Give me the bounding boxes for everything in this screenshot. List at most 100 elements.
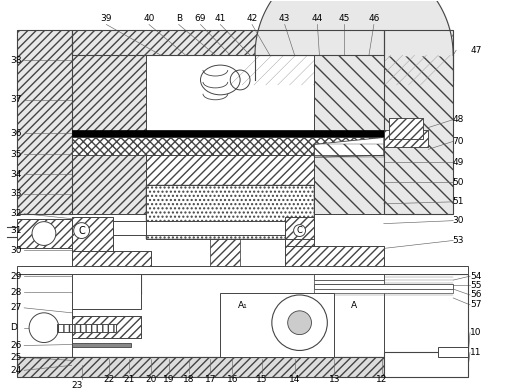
Bar	[57, 324, 116, 332]
Bar	[389, 118, 423, 140]
Text: 25: 25	[10, 353, 21, 362]
Text: 33: 33	[10, 189, 22, 198]
Bar	[72, 343, 131, 348]
Text: 35: 35	[10, 150, 22, 159]
Bar	[72, 55, 146, 214]
Text: 70: 70	[453, 137, 464, 146]
Text: 39: 39	[101, 14, 112, 23]
Text: 51: 51	[453, 197, 464, 206]
Text: A₁: A₁	[238, 301, 248, 310]
Bar	[57, 324, 116, 332]
Circle shape	[288, 311, 312, 335]
Bar	[384, 274, 468, 357]
Text: 37: 37	[10, 95, 22, 104]
Text: 30: 30	[453, 216, 464, 225]
Circle shape	[74, 222, 90, 239]
Text: 29: 29	[10, 272, 21, 281]
Bar	[17, 30, 72, 214]
Circle shape	[272, 295, 327, 350]
Text: 30: 30	[10, 246, 22, 255]
Bar	[72, 137, 384, 155]
Text: 41: 41	[215, 14, 226, 23]
Text: 34: 34	[10, 170, 21, 179]
Bar	[146, 185, 315, 240]
Text: 53: 53	[453, 236, 464, 245]
Text: 46: 46	[368, 14, 380, 23]
Text: 45: 45	[338, 14, 350, 23]
Bar	[72, 251, 151, 273]
Text: 54: 54	[470, 272, 482, 281]
Text: C: C	[78, 226, 85, 235]
Text: 43: 43	[279, 14, 291, 23]
Bar	[17, 274, 468, 357]
Text: 20: 20	[145, 375, 157, 384]
Bar	[315, 280, 384, 284]
Text: 50: 50	[453, 178, 464, 187]
Bar	[146, 185, 315, 240]
Bar	[146, 155, 315, 185]
Text: 48: 48	[453, 115, 464, 124]
Bar	[146, 155, 315, 185]
Bar	[384, 352, 468, 377]
Bar	[285, 246, 384, 268]
Text: B: B	[176, 14, 182, 23]
Text: 14: 14	[289, 375, 300, 384]
Text: 12: 12	[376, 375, 387, 384]
Text: 36: 36	[10, 129, 22, 138]
Bar	[72, 129, 384, 137]
Bar	[315, 144, 384, 157]
Text: 69: 69	[195, 14, 206, 23]
Text: 44: 44	[312, 14, 323, 23]
Bar	[72, 55, 146, 214]
Text: 21: 21	[124, 375, 135, 384]
Bar	[72, 137, 384, 155]
Bar	[285, 217, 315, 246]
Text: 38: 38	[10, 56, 22, 65]
Bar	[315, 289, 453, 293]
Bar	[384, 30, 453, 214]
Text: 42: 42	[246, 14, 258, 23]
Text: 40: 40	[144, 14, 155, 23]
Bar	[315, 284, 453, 289]
Bar	[17, 266, 468, 274]
Bar	[72, 316, 141, 337]
Text: 26: 26	[10, 341, 21, 350]
Text: 22: 22	[104, 375, 115, 384]
Bar	[384, 274, 468, 357]
Polygon shape	[315, 137, 384, 157]
Bar	[220, 293, 334, 357]
Bar	[17, 357, 384, 377]
Text: 18: 18	[183, 375, 194, 384]
Circle shape	[32, 222, 56, 246]
Text: 57: 57	[470, 300, 482, 309]
Text: A: A	[351, 301, 357, 310]
Text: 19: 19	[163, 375, 175, 384]
Bar	[384, 30, 453, 214]
Bar	[17, 219, 72, 248]
Bar	[17, 274, 72, 357]
Bar	[384, 129, 429, 147]
Text: 28: 28	[10, 287, 21, 296]
Text: 11: 11	[470, 348, 482, 357]
Bar	[72, 217, 114, 251]
Text: 24: 24	[10, 366, 21, 375]
Bar	[389, 118, 423, 140]
Bar	[210, 240, 240, 267]
Bar	[315, 55, 384, 214]
Bar	[384, 352, 468, 377]
Text: 55: 55	[470, 281, 482, 290]
Bar	[285, 217, 315, 246]
Bar	[72, 30, 384, 55]
Bar	[17, 274, 72, 357]
Bar	[17, 30, 72, 214]
Circle shape	[294, 224, 305, 237]
Bar	[72, 30, 384, 55]
Text: 32: 32	[10, 209, 21, 218]
Text: 56: 56	[470, 291, 482, 300]
Bar	[72, 316, 141, 337]
Text: 15: 15	[256, 375, 268, 384]
Text: 49: 49	[453, 158, 464, 167]
Bar	[210, 240, 240, 267]
Bar	[384, 129, 429, 147]
Bar	[438, 348, 468, 357]
